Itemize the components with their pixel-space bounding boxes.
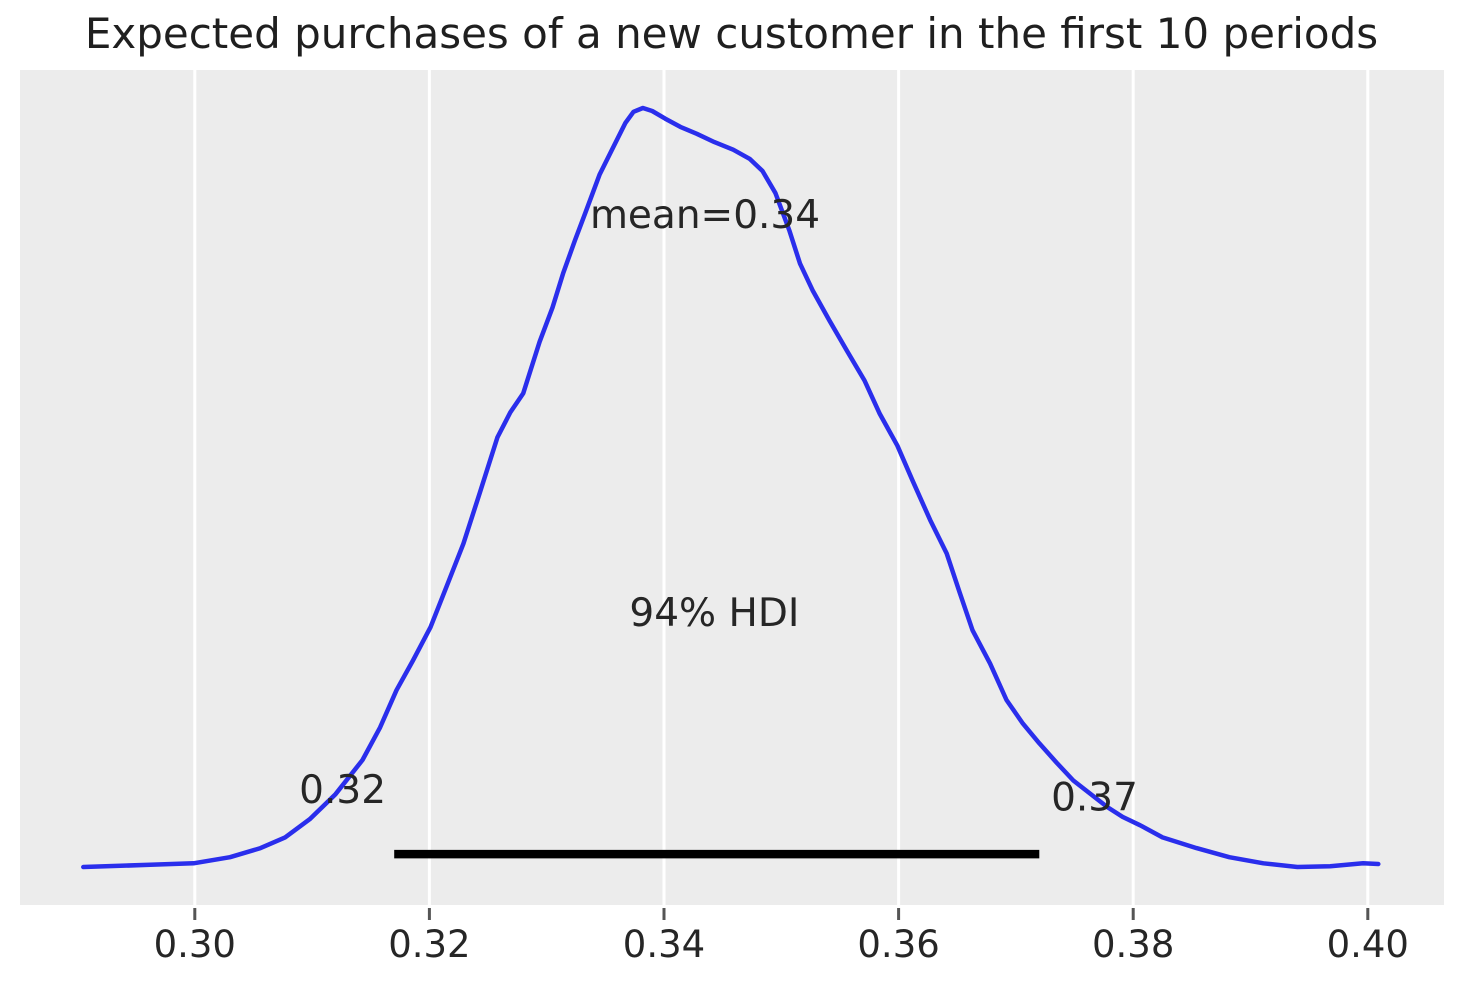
plot-title: Expected purchases of a new customer in … [84, 9, 1379, 58]
density-curve [81, 105, 1381, 870]
x-tick-label: 0.40 [1327, 923, 1409, 966]
mean-annotation: mean=0.34 [590, 193, 820, 238]
hdi-interval-annotation: 94% HDI [629, 591, 799, 636]
x-tick-label: 0.32 [388, 923, 470, 966]
hdi-lower-value-label: 0.32 [299, 768, 386, 813]
x-tick-label: 0.38 [1092, 923, 1174, 966]
plot-background [20, 70, 1444, 905]
hdi-upper-value-label: 0.37 [1051, 776, 1138, 821]
x-tick-label: 0.30 [154, 923, 236, 966]
x-tick-label: 0.36 [857, 923, 939, 966]
x-tick-label: 0.34 [623, 923, 705, 966]
